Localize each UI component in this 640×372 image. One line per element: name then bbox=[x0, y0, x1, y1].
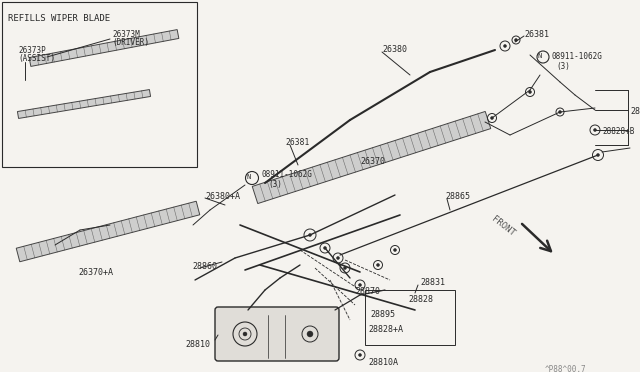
Text: 28828+A: 28828+A bbox=[368, 325, 403, 334]
Circle shape bbox=[529, 90, 531, 93]
Circle shape bbox=[344, 266, 346, 269]
Circle shape bbox=[358, 353, 362, 356]
Circle shape bbox=[337, 257, 339, 260]
Text: (3): (3) bbox=[268, 180, 282, 189]
Text: 26373M: 26373M bbox=[112, 30, 140, 39]
Polygon shape bbox=[16, 201, 200, 262]
Text: 26381: 26381 bbox=[524, 30, 549, 39]
Polygon shape bbox=[17, 90, 150, 118]
Circle shape bbox=[376, 263, 380, 266]
Text: 28895: 28895 bbox=[370, 310, 395, 319]
Text: 26380: 26380 bbox=[382, 45, 407, 54]
Circle shape bbox=[358, 283, 362, 286]
Text: 28831: 28831 bbox=[420, 278, 445, 287]
Circle shape bbox=[323, 247, 326, 250]
Text: N: N bbox=[538, 53, 542, 59]
Text: 08911-1062G: 08911-1062G bbox=[261, 170, 312, 179]
Text: REFILLS WIPER BLADE: REFILLS WIPER BLADE bbox=[8, 14, 110, 23]
Bar bbox=[2, 2, 197, 167]
Text: (ASSIST): (ASSIST) bbox=[18, 54, 55, 63]
Text: 28810: 28810 bbox=[185, 340, 210, 349]
Polygon shape bbox=[29, 30, 179, 67]
Circle shape bbox=[308, 234, 312, 237]
Circle shape bbox=[394, 248, 397, 251]
Text: 28828: 28828 bbox=[408, 295, 433, 304]
Text: FRONT: FRONT bbox=[490, 214, 516, 238]
Circle shape bbox=[515, 38, 518, 42]
FancyBboxPatch shape bbox=[215, 307, 339, 361]
Text: 26370: 26370 bbox=[360, 157, 385, 166]
Text: 28870: 28870 bbox=[355, 287, 380, 296]
Text: ^P88^00.7: ^P88^00.7 bbox=[545, 365, 587, 372]
Text: 28810A: 28810A bbox=[368, 358, 398, 367]
Polygon shape bbox=[252, 112, 491, 203]
Circle shape bbox=[243, 332, 247, 336]
Circle shape bbox=[307, 331, 313, 337]
Circle shape bbox=[559, 110, 561, 113]
Text: (3): (3) bbox=[556, 62, 570, 71]
Circle shape bbox=[593, 128, 596, 131]
Text: 26380+A: 26380+A bbox=[205, 192, 240, 201]
Circle shape bbox=[596, 154, 600, 157]
Text: (DRIVER): (DRIVER) bbox=[112, 38, 149, 47]
Text: 28875: 28875 bbox=[630, 108, 640, 116]
Text: 26381: 26381 bbox=[285, 138, 309, 147]
Text: 28860: 28860 bbox=[192, 262, 217, 271]
Circle shape bbox=[490, 116, 493, 119]
Text: 08911-1062G: 08911-1062G bbox=[551, 52, 602, 61]
Text: 26373P: 26373P bbox=[18, 46, 45, 55]
Text: N: N bbox=[247, 174, 251, 180]
Bar bbox=[365, 290, 455, 345]
Text: 26370+A: 26370+A bbox=[78, 268, 113, 277]
Text: 28865: 28865 bbox=[445, 192, 470, 201]
Text: 28828+B: 28828+B bbox=[602, 127, 634, 136]
Circle shape bbox=[504, 45, 506, 48]
